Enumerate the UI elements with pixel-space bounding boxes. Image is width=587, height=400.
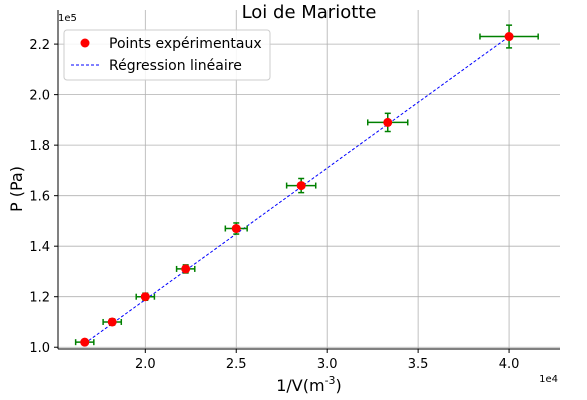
y-tick-label: 1.0 — [29, 341, 50, 356]
data-point — [107, 317, 117, 327]
legend-label-regression: Régression linéaire — [109, 58, 242, 74]
legend-marker-points — [80, 38, 90, 48]
y-axis-label: P (Pa) — [7, 166, 26, 212]
data-point — [80, 337, 90, 347]
x-tick-label: 2.5 — [226, 357, 247, 372]
legend-label-points: Points expérimentaux — [109, 36, 262, 52]
chart-title: Loi de Mariotte — [242, 2, 377, 23]
y-tick-label: 1.8 — [29, 139, 50, 154]
x-tick-label: 3.0 — [317, 357, 338, 372]
data-point — [181, 264, 191, 274]
legend: Points expérimentaux Régression linéaire — [63, 29, 271, 81]
y-tick-label: 2.2 — [29, 38, 50, 53]
x-tick-label: 4.0 — [499, 357, 520, 372]
y-axis-ticks: 1.0 1.2 1.4 1.6 1.8 2.0 2.2 — [29, 38, 58, 356]
regression-line — [84, 36, 510, 344]
y-tick-label: 1.4 — [29, 240, 50, 255]
x-tick-label: 2.0 — [135, 357, 156, 372]
axes-frame — [57, 10, 560, 350]
y-offset-text: 1e5 — [58, 13, 77, 24]
data-point — [231, 224, 241, 234]
x-axis-label: 1/V(m-3) — [276, 374, 342, 395]
x-tick-label: 3.5 — [408, 357, 429, 372]
data-point — [383, 117, 393, 127]
y-tick-label: 1.2 — [29, 291, 50, 306]
x-axis-ticks: 2.0 2.5 3.0 3.5 4.0 — [135, 349, 519, 372]
legend-box — [63, 29, 271, 81]
plot-area — [74, 24, 539, 347]
data-point — [296, 181, 306, 191]
x-offset-text: 1e4 — [539, 374, 558, 385]
data-point — [504, 32, 514, 42]
y-tick-label: 1.6 — [29, 190, 50, 205]
data-point — [140, 292, 150, 302]
y-tick-label: 2.0 — [29, 89, 50, 104]
